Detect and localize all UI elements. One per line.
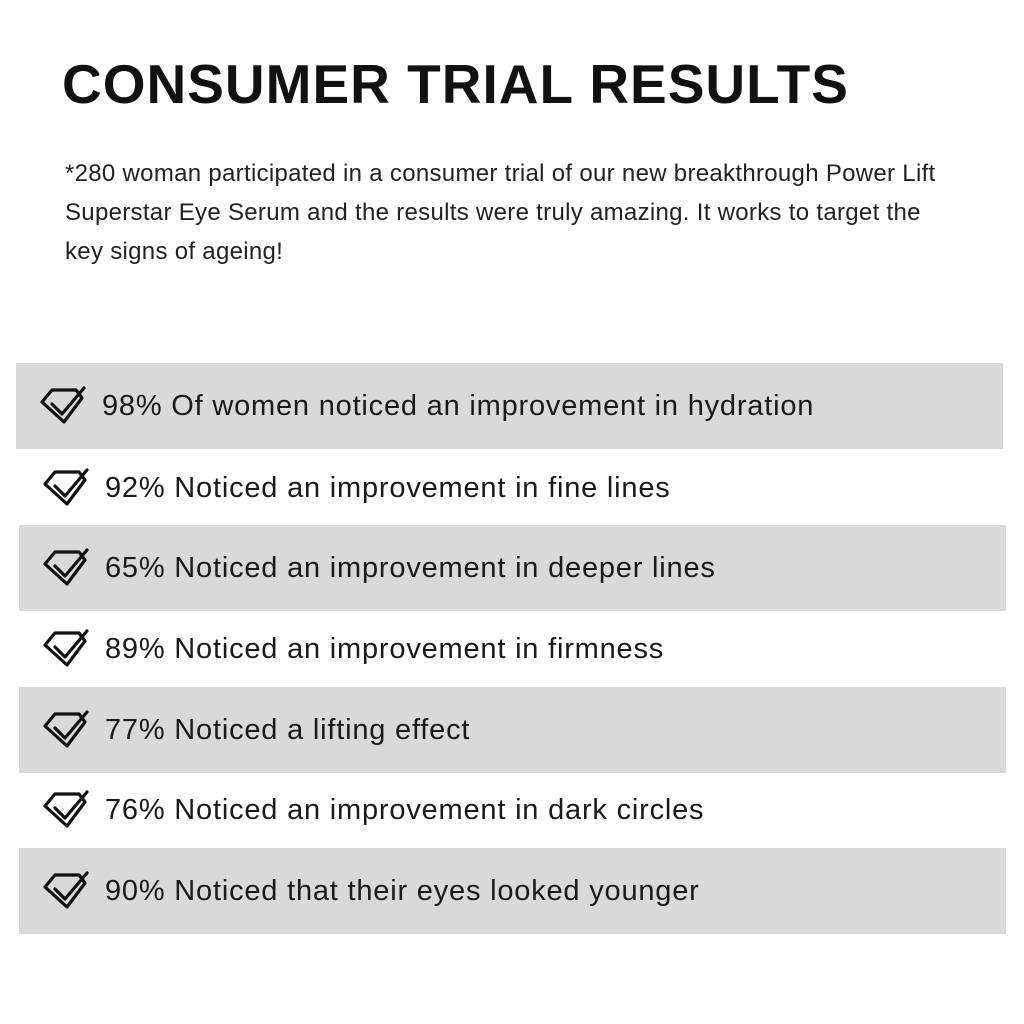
intro-text: *280 woman participated in a consumer tr… xyxy=(65,160,936,265)
diamond-check-icon xyxy=(41,869,91,913)
result-text: 90% Noticed that their eyes looked young… xyxy=(105,874,700,907)
diamond-check-icon xyxy=(41,466,91,510)
diamond-check-icon xyxy=(41,546,91,590)
result-text: 92% Noticed an improvement in fine lines xyxy=(105,471,671,504)
result-text: 77% Noticed a lifting effect xyxy=(105,713,471,746)
result-row: 76% Noticed an improvement in dark circl… xyxy=(19,767,1006,853)
result-text: 98% Of women noticed an improvement in h… xyxy=(102,389,815,422)
diamond-check-icon xyxy=(41,627,91,671)
result-text: 65% Noticed an improvement in deeper lin… xyxy=(105,551,716,584)
result-text: 89% Noticed an improvement in firmness xyxy=(105,632,665,665)
result-row: 89% Noticed an improvement in firmness xyxy=(19,606,1006,692)
diamond-check-icon xyxy=(41,708,91,752)
result-row: 92% Noticed an improvement in fine lines xyxy=(19,445,1006,531)
result-row: 98% Of women noticed an improvement in h… xyxy=(16,363,1003,449)
result-row: 77% Noticed a lifting effect xyxy=(19,687,1006,773)
diamond-check-icon xyxy=(38,384,88,428)
page-title: CONSUMER TRIAL RESULTS xyxy=(62,53,849,115)
result-row: 90% Noticed that their eyes looked young… xyxy=(19,848,1006,934)
result-text: 76% Noticed an improvement in dark circl… xyxy=(105,793,705,826)
result-row: 65% Noticed an improvement in deeper lin… xyxy=(19,525,1006,611)
diamond-check-icon xyxy=(41,788,91,832)
